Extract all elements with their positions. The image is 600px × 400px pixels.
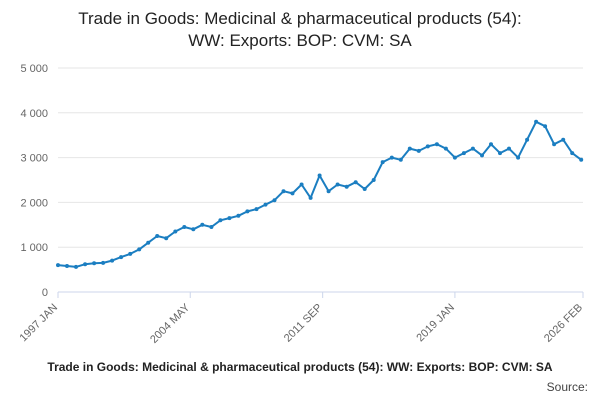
data-point[interactable] [534,119,539,124]
data-point[interactable] [308,195,313,200]
data-point[interactable] [272,198,277,203]
data-point[interactable] [92,261,97,266]
x-tick-label: 2011 SEP [282,302,325,345]
data-point[interactable] [56,263,60,268]
data-point[interactable] [407,146,412,151]
data-point[interactable] [65,264,69,268]
data-point[interactable] [507,146,511,151]
x-tick-label: 2004 MAY [148,301,193,346]
data-point[interactable] [498,151,502,156]
source-label: Source: [546,380,588,394]
legend[interactable]: Trade in Goods: Medicinal & pharmaceutic… [0,360,600,378]
data-point[interactable] [525,137,530,142]
data-point[interactable] [561,137,566,142]
series-layer[interactable] [56,119,584,269]
data-point[interactable] [110,258,115,263]
data-point[interactable] [74,264,78,269]
data-point[interactable] [570,151,575,156]
data-point[interactable] [101,260,106,265]
data-point[interactable] [119,255,124,260]
y-tick-label: 2 000 [20,197,48,209]
data-point[interactable] [552,142,557,147]
chart-title-line-1: Trade in Goods: Medicinal & pharmaceutic… [78,9,522,28]
x-tick-label: 1997 JAN [17,302,60,345]
y-tick-label: 1 000 [20,242,48,254]
data-point[interactable] [191,227,196,232]
data-point[interactable] [173,229,178,234]
data-point[interactable] [164,236,169,241]
data-point[interactable] [353,180,358,185]
y-tick-label: 3 000 [20,153,48,165]
data-point[interactable] [227,216,232,221]
legend-label: Trade in Goods: Medicinal & pharmaceutic… [47,360,553,374]
chart-title: Trade in Goods: Medicinal & pharmaceutic… [0,8,600,52]
data-point[interactable] [209,225,214,229]
data-point[interactable] [380,160,385,165]
line-chart: 0 1 000 2 000 3 000 4 000 5 000 1997 JAN 2004 M… [17,63,585,346]
data-point[interactable] [299,182,304,187]
data-point[interactable] [155,234,160,238]
data-point[interactable] [326,189,331,194]
data-point[interactable] [389,155,394,160]
data-point[interactable] [371,178,376,182]
data-point[interactable] [290,191,295,196]
data-point[interactable] [245,209,250,214]
data-point[interactable] [480,153,484,158]
data-point[interactable] [317,173,322,178]
data-point[interactable] [489,142,493,147]
data-point[interactable] [137,247,142,252]
data-point[interactable] [398,157,403,162]
data-point[interactable] [281,189,286,194]
x-tick-label: 2019 JAN [414,302,457,345]
x-tick-label: 2026 FEB [542,302,585,345]
data-point[interactable] [443,146,448,151]
grid-layer [58,67,583,293]
data-point[interactable] [452,155,457,160]
y-tick-label: 0 [42,287,48,299]
chart-title-line-2: WW: Exports: BOP: CVM: SA [188,31,412,50]
data-point[interactable] [362,187,367,191]
data-point[interactable] [416,148,421,153]
data-point[interactable] [344,184,349,189]
data-point[interactable] [83,262,88,267]
data-point[interactable] [146,240,151,245]
series-line-0[interactable] [57,120,582,268]
y-tick-label: 4 000 [20,108,48,120]
data-point[interactable] [461,151,466,156]
data-point[interactable] [425,144,430,149]
axis-layer: 0 1 000 2 000 3 000 4 000 5 000 1997 JAN 2004 M… [17,63,585,346]
y-tick-label: 5 000 [20,63,48,75]
data-point[interactable] [182,225,187,229]
data-point[interactable] [236,213,241,218]
data-point[interactable] [218,218,223,223]
data-point[interactable] [128,251,133,256]
data-point[interactable] [543,124,548,129]
data-point[interactable] [263,202,268,207]
data-point[interactable] [516,155,521,160]
data-point[interactable] [434,142,439,147]
data-point[interactable] [200,222,205,227]
data-point[interactable] [579,157,584,162]
data-point[interactable] [470,146,475,151]
data-point[interactable] [335,182,340,187]
data-point[interactable] [254,207,259,212]
